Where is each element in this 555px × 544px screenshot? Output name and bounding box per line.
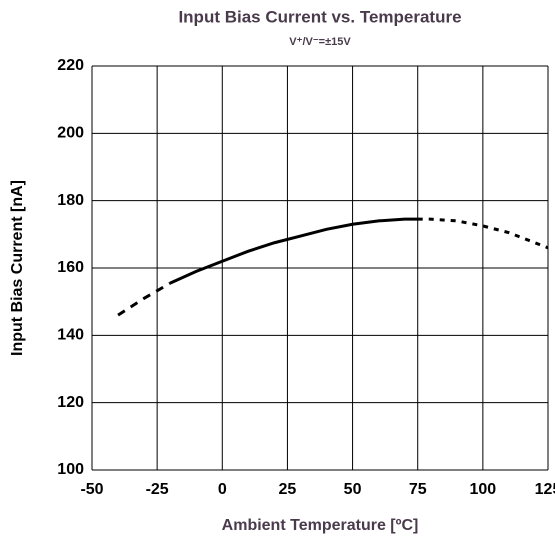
data-line xyxy=(117,281,171,317)
x-tick-label: -25 xyxy=(146,481,169,498)
x-axis-label: Ambient Temperature [ºC] xyxy=(222,517,419,534)
data-line xyxy=(417,217,549,250)
y-axis-label: Input Bias Current [nA] xyxy=(9,180,26,356)
y-tick-label: 120 xyxy=(57,394,84,411)
chart-title: Input Bias Current vs. Temperature xyxy=(178,7,461,26)
y-tick-label: 160 xyxy=(57,259,84,276)
x-tick-label: 0 xyxy=(218,481,227,498)
x-tick-label: 125 xyxy=(535,481,555,498)
x-tick-label: 100 xyxy=(470,481,497,498)
chart-subtitle: V⁺/V⁻=±15V xyxy=(289,36,351,48)
x-tick-label: -50 xyxy=(80,481,103,498)
data-line xyxy=(169,217,418,285)
y-tick-label: 200 xyxy=(57,125,84,142)
y-tick-label: 140 xyxy=(57,327,84,344)
x-tick-label: 50 xyxy=(344,481,362,498)
y-tick-label: 100 xyxy=(57,461,84,478)
y-tick-label: 220 xyxy=(57,57,84,74)
x-tick-label: 75 xyxy=(409,481,427,498)
x-tick-label: 25 xyxy=(279,481,297,498)
y-tick-label: 180 xyxy=(57,192,84,209)
